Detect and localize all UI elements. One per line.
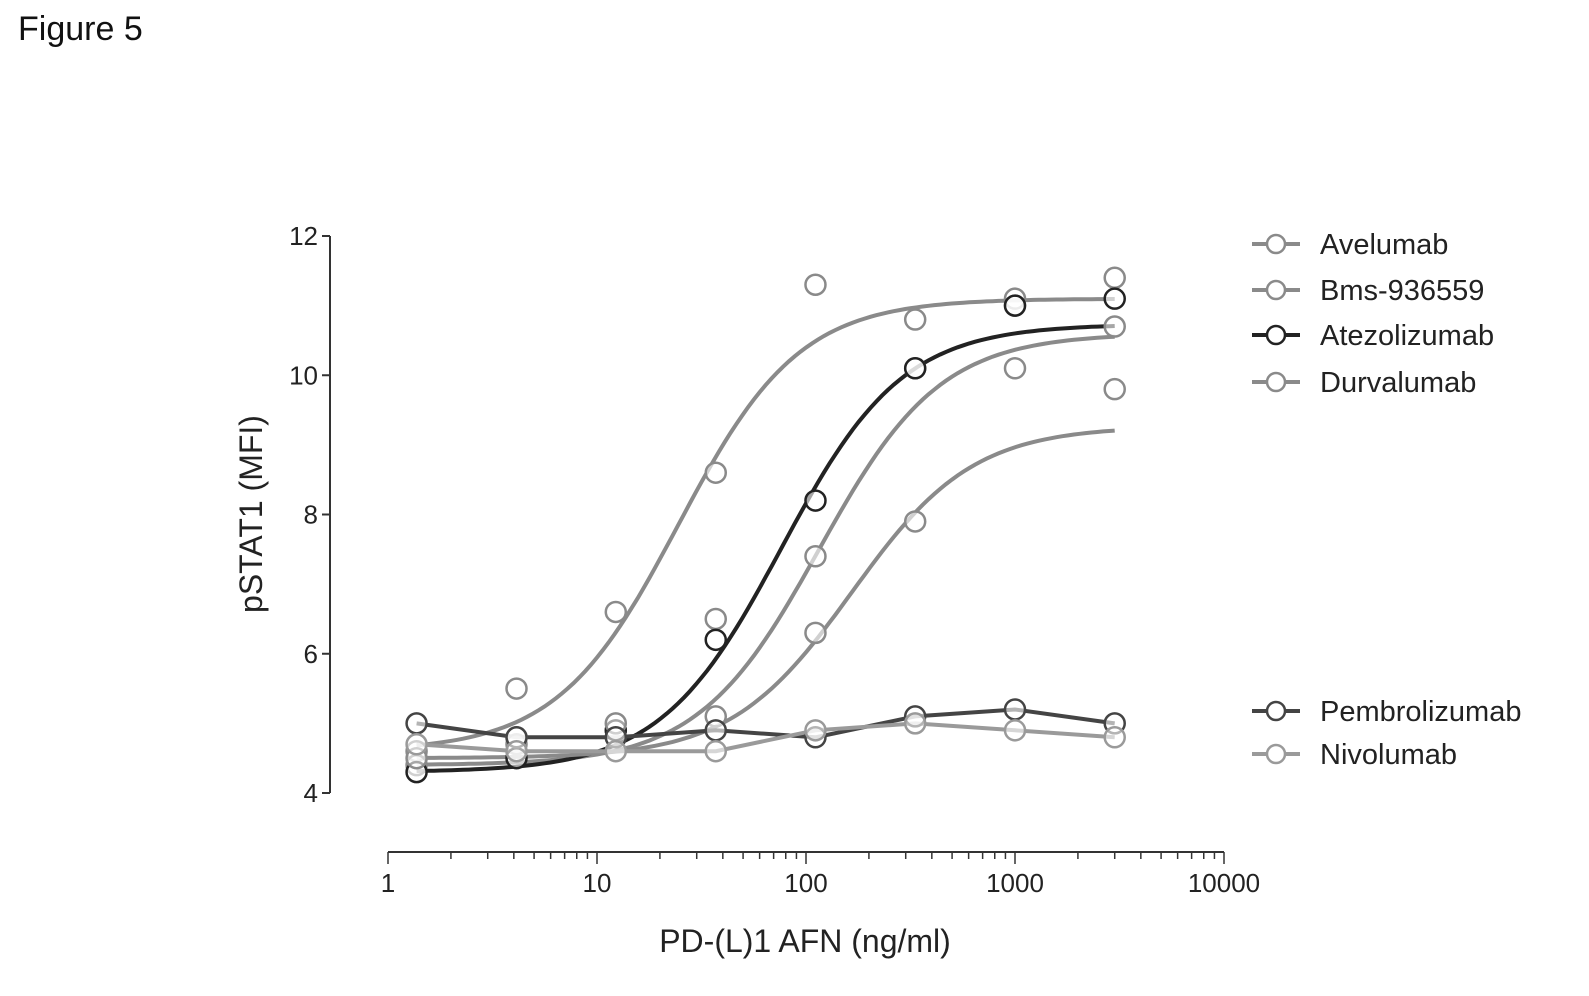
point-nivolumab [405,733,428,756]
y-axis-title: pSTAT1 (MFI) [233,415,269,613]
x-axis-title: PD-(L)1 AFN (ng/ml) [659,923,951,959]
point-durvalumab [1003,357,1027,380]
legend: Avelumab Bms-936559 Atezolizumab Durvalumab… [1252,229,1521,771]
y-tick-label: 10 [289,360,318,390]
legend-marker [1265,324,1287,346]
x-tick-label: 10000 [1188,868,1260,898]
legend-item-atezolizumab: Atezolizumab [1252,320,1494,352]
x-tick-label: 1 [381,868,395,898]
point-atezolizumab [704,628,728,652]
point-atezolizumab [1103,287,1126,310]
point-nivolumab [903,712,927,735]
legend-marker [1265,279,1287,301]
legend-label: Pembrolizumab [1320,696,1521,728]
legend-item-bms-936559: Bms-936559 [1252,275,1484,307]
point-nivolumab [804,719,827,742]
legend-marker [1265,233,1287,255]
legend-marker [1265,743,1287,765]
point-nivolumab [1103,726,1126,749]
point-durvalumab [804,621,827,645]
legend-item-pembrolizumab: Pembrolizumab [1252,696,1521,728]
point-avelumab [903,308,927,331]
point-atezolizumab [903,357,927,380]
point-avelumab [505,677,528,700]
point-bms-936559 [804,545,827,568]
y-axis: 4 6 8 10 12 [289,221,331,808]
legend-item-durvalumab: Durvalumab [1252,367,1476,399]
legend-item-nivolumab: Nivolumab [1252,739,1457,771]
point-nivolumab [505,739,528,763]
y-tick-label: 4 [304,778,318,808]
curve-atezolizumab [416,324,1115,773]
x-tick-label: 1000 [986,868,1044,898]
x-tick-label: 100 [784,868,827,898]
point-durvalumab [903,510,927,533]
legend-marker [1265,700,1287,722]
curve-pembrolizumab [416,707,1115,740]
y-tick-label: 8 [304,500,318,530]
legend-item-avelumab: Avelumab [1252,229,1448,261]
point-pembrolizumab [704,719,728,742]
x-tick-label: 10 [583,868,612,898]
legend-label: Atezolizumab [1320,320,1494,352]
point-avelumab [1103,266,1126,290]
curve-nivolumab [416,721,1115,754]
curve-bms-936559 [416,334,1115,767]
x-axis: 1 10 100 1000 10000 [381,851,1260,898]
figure-label: Figure 5 [18,10,143,48]
fitted-curves [416,297,1115,773]
point-nivolumab [1003,719,1027,742]
y-tick-label: 6 [304,639,318,669]
curve-avelumab [416,297,1115,748]
point-nivolumab [704,739,728,763]
point-atezolizumab [804,489,827,512]
point-avelumab [604,600,628,624]
point-durvalumab [1103,377,1126,401]
point-bms-936559 [704,607,728,631]
point-nivolumab [604,739,628,763]
legend-label: Durvalumab [1320,367,1476,399]
legend-label: Bms-936559 [1320,275,1484,307]
point-bms-936559 [1103,315,1126,338]
legend-label: Avelumab [1320,229,1448,261]
point-atezolizumab [1003,294,1027,317]
point-avelumab [704,461,728,484]
curve-durvalumab [416,428,1115,760]
data-points [405,266,1126,784]
point-pembrolizumab [405,712,428,735]
y-tick-label: 12 [289,221,318,251]
point-avelumab [804,273,827,296]
legend-marker [1265,371,1287,393]
point-pembrolizumab [1003,698,1027,721]
legend-label: Nivolumab [1320,739,1457,771]
